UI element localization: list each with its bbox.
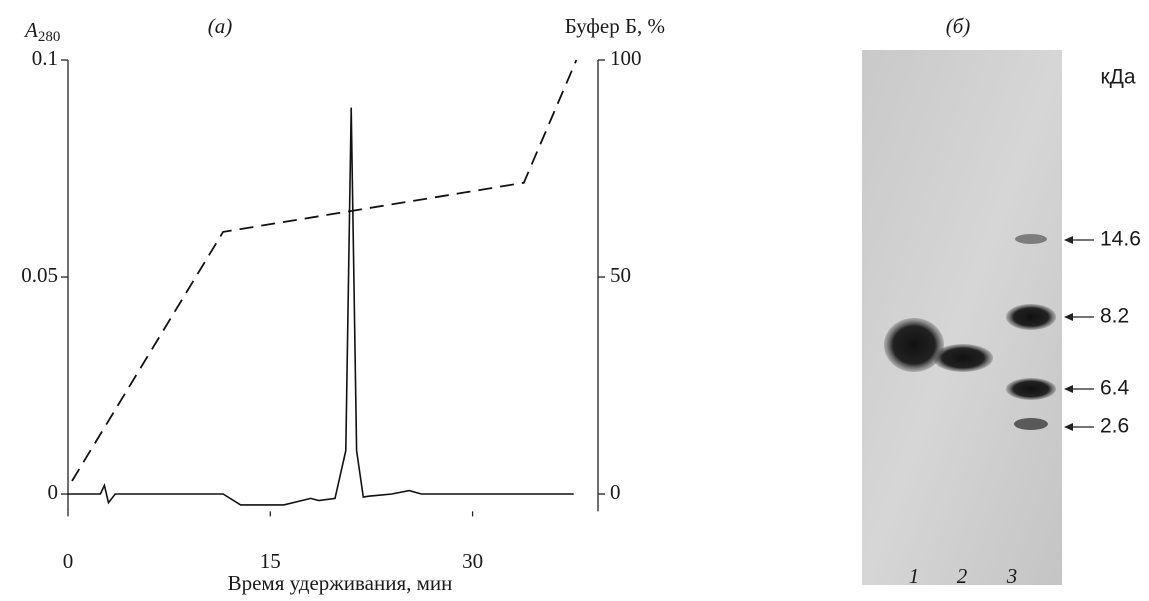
y2-axis-label: Буфер Б, % [565, 14, 665, 38]
y-label-subscript: 280 [38, 29, 61, 45]
marker-arrowhead [1064, 385, 1073, 393]
y-axis-label: A280 [23, 18, 60, 46]
y2-tick-label: 50 [610, 263, 631, 287]
marker-arrowhead [1064, 423, 1073, 431]
band [1015, 234, 1047, 244]
marker-arrowhead [1064, 236, 1073, 244]
marker-label: 14.6 [1100, 228, 1141, 251]
marker-label: 6.4 [1100, 377, 1130, 400]
panel-label: (б) [946, 14, 971, 38]
marker-label: 8.2 [1100, 305, 1129, 328]
x-tick-label: 30 [462, 549, 483, 573]
figure: A280 (a) Буфер Б, % Время удерживания, м… [0, 0, 1149, 596]
band [1014, 418, 1048, 430]
band [933, 344, 993, 372]
marker-label: 2.6 [1100, 415, 1129, 438]
absorbance-line [68, 108, 574, 505]
lane-label: 2 [957, 564, 968, 588]
band [884, 318, 944, 372]
y-tick-label: 0 [48, 480, 59, 504]
gel-panel: (б) кДа 14.6 8.2 6.4 2.6 1 2 3 [862, 14, 1141, 588]
y-label-symbol: A [23, 18, 38, 42]
x-tick-label: 0 [63, 549, 74, 573]
lane-label: 1 [909, 564, 920, 588]
y-tick-label: 0.1 [32, 46, 58, 70]
unit-label: кДа [1100, 66, 1135, 89]
panel-label: (a) [208, 14, 233, 38]
x-axis-label: Время удерживания, мин [228, 571, 453, 595]
y-tick-label: 0.05 [21, 263, 58, 287]
lane-label: 3 [1006, 564, 1018, 588]
band [1006, 304, 1056, 330]
x-tick-label: 15 [260, 549, 281, 573]
gradient-line [72, 60, 576, 481]
y2-tick-label: 0 [610, 480, 621, 504]
band [1006, 378, 1056, 400]
y2-tick-label: 100 [610, 46, 642, 70]
marker-arrowhead [1064, 313, 1073, 321]
